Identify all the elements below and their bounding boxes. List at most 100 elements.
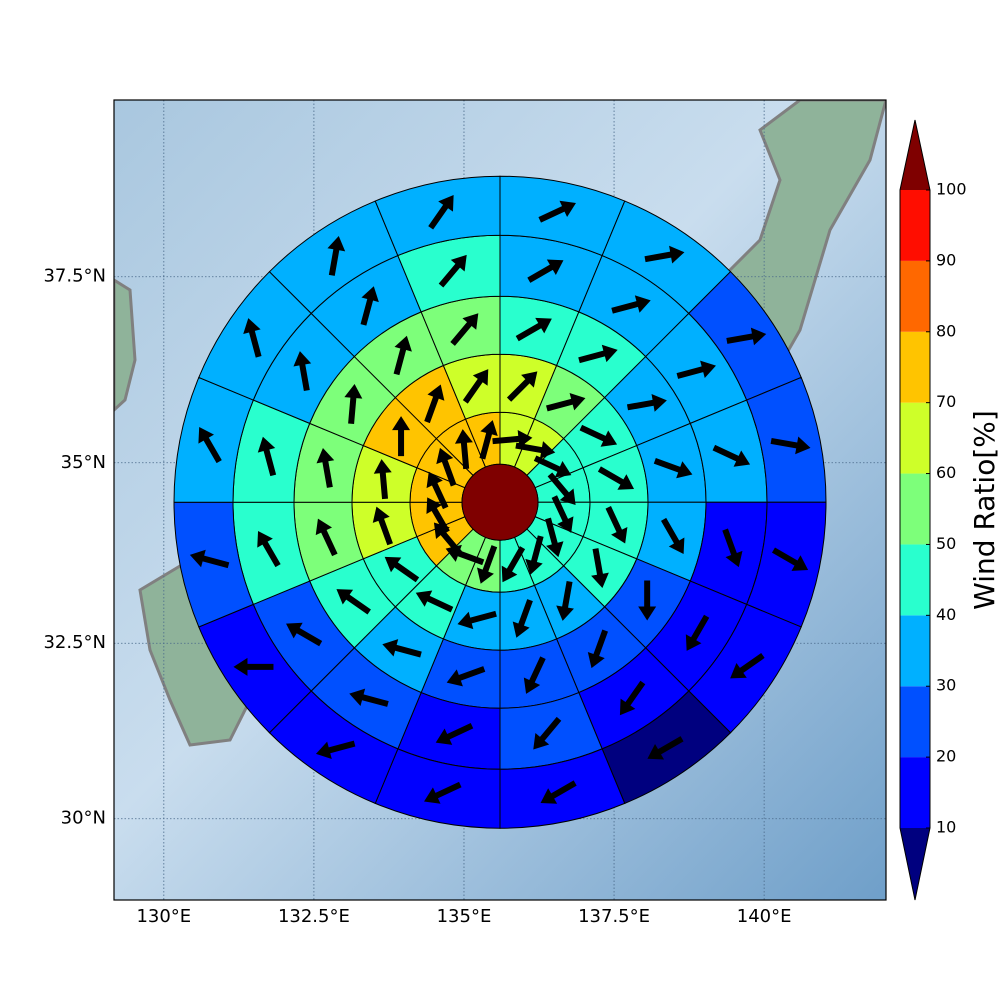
wind-arrow bbox=[198, 427, 222, 464]
wind-arrow bbox=[315, 740, 356, 759]
wind-arrow bbox=[685, 614, 710, 651]
x-tick-label: 135°E bbox=[437, 906, 492, 927]
colorbar-tick-label: 90 bbox=[936, 250, 956, 269]
wind-arrow bbox=[578, 344, 618, 364]
wind-arrow bbox=[538, 200, 576, 223]
x-tick-label: 130°E bbox=[136, 906, 191, 927]
wind-arrow bbox=[392, 416, 411, 457]
wind-arrow bbox=[336, 589, 371, 615]
wind-arrow bbox=[540, 780, 577, 804]
wind-arrow bbox=[527, 259, 564, 283]
wind-arrow bbox=[315, 518, 338, 557]
y-tick-label: 30°N bbox=[61, 808, 106, 829]
wind-arrow bbox=[393, 335, 412, 376]
wind-arrow bbox=[189, 549, 230, 569]
wind-arrow bbox=[492, 429, 533, 448]
wind-arrow bbox=[523, 656, 546, 694]
wind-arrow bbox=[556, 580, 574, 621]
wind-arrow bbox=[462, 369, 489, 404]
wind-arrow bbox=[619, 680, 646, 716]
wind-arrow bbox=[316, 447, 335, 488]
colorbar-tick-label: 60 bbox=[936, 463, 956, 482]
wind-arrow bbox=[712, 444, 751, 467]
colorbar-bin bbox=[900, 686, 930, 758]
colorbar-bin bbox=[900, 402, 930, 474]
colorbar-tick-label: 80 bbox=[936, 321, 956, 340]
wind-arrow bbox=[533, 455, 572, 478]
colorbar-bin bbox=[900, 544, 930, 616]
wind-arrow bbox=[591, 548, 609, 589]
map-frame bbox=[113, 99, 887, 901]
wind-arrow bbox=[551, 495, 574, 533]
colorbar-tick-label: 50 bbox=[936, 534, 956, 553]
wind-arrow bbox=[501, 546, 526, 583]
wind-arrow bbox=[525, 535, 544, 575]
wind-arrow bbox=[233, 657, 274, 676]
wind-arrow bbox=[722, 528, 743, 568]
wind-arrow bbox=[293, 351, 312, 392]
wind-arrow bbox=[676, 360, 716, 379]
wind-arrow bbox=[730, 653, 765, 679]
wind-arrow bbox=[454, 429, 473, 470]
wind-arrow bbox=[479, 420, 498, 460]
colorbar-bin bbox=[900, 260, 930, 332]
wind-arrow bbox=[547, 472, 576, 506]
wind-arrow bbox=[533, 716, 562, 750]
wind-arrow bbox=[436, 447, 457, 487]
wind-arrow bbox=[450, 313, 479, 346]
y-tick-label: 32.5°N bbox=[43, 632, 106, 653]
wind-arrow bbox=[726, 327, 767, 346]
wind-arrow bbox=[626, 393, 667, 412]
colorbar-tick-label: 100 bbox=[936, 180, 967, 199]
wind-arrow bbox=[344, 383, 363, 425]
wind-arrow bbox=[597, 466, 635, 490]
colorbar-tick-label: 40 bbox=[936, 605, 956, 624]
wind-arrow bbox=[424, 384, 445, 424]
wind-arrow bbox=[546, 393, 586, 412]
colorbar-bin bbox=[900, 615, 930, 687]
wind-arrow bbox=[257, 531, 281, 568]
wind-arrow bbox=[424, 781, 462, 804]
wind-arrow bbox=[647, 736, 684, 760]
wind-arrow bbox=[426, 497, 450, 534]
wind-arrow bbox=[515, 317, 552, 342]
wind-arrow bbox=[438, 254, 467, 288]
wind-arrow bbox=[515, 441, 556, 459]
colorbar-label: Wind Ratio[%] bbox=[968, 410, 1000, 610]
wind-arrow bbox=[286, 622, 323, 647]
wind-arrow bbox=[506, 371, 538, 402]
colorbar-tick-label: 20 bbox=[936, 747, 956, 766]
wind-arrow bbox=[653, 458, 693, 479]
wind-arrow bbox=[644, 245, 685, 264]
wind-arrow bbox=[771, 547, 809, 571]
wind-arrow bbox=[446, 666, 486, 687]
wind-arrow bbox=[415, 590, 454, 613]
wind-arrow bbox=[770, 436, 811, 455]
colorbar-bin bbox=[900, 473, 930, 545]
y-tick-label: 35°N bbox=[61, 452, 106, 473]
wind-arrow bbox=[349, 688, 389, 707]
x-tick-label: 140°E bbox=[737, 906, 792, 927]
arrows bbox=[189, 195, 811, 804]
land-shape bbox=[114, 278, 137, 413]
ticks: 130°E 132.5°E 135°E 137.5°E 140°E 30°N 32.5°N 3… bbox=[43, 266, 791, 927]
wind-arrow bbox=[372, 506, 393, 546]
wind-arrow bbox=[433, 522, 462, 556]
wind-arrow bbox=[426, 471, 449, 510]
colorbar-extend-low bbox=[900, 828, 930, 900]
colorbar: 10 20 30 40 50 60 70 80 90 100 bbox=[899, 119, 967, 901]
wind-arrow bbox=[512, 599, 533, 638]
colorbar-extend-high bbox=[900, 120, 930, 190]
wind-arrow bbox=[605, 506, 628, 544]
wind-arrow bbox=[257, 436, 277, 477]
wind-arrow bbox=[457, 610, 497, 630]
colorbar-bin bbox=[900, 757, 930, 828]
colorbar-tick-label: 30 bbox=[936, 676, 956, 695]
wind-arrow bbox=[579, 424, 618, 447]
x-tick-label: 132.5°E bbox=[278, 906, 350, 927]
wind-arrow bbox=[477, 545, 498, 584]
sectors bbox=[173, 175, 827, 829]
wind-arrow bbox=[373, 459, 392, 500]
